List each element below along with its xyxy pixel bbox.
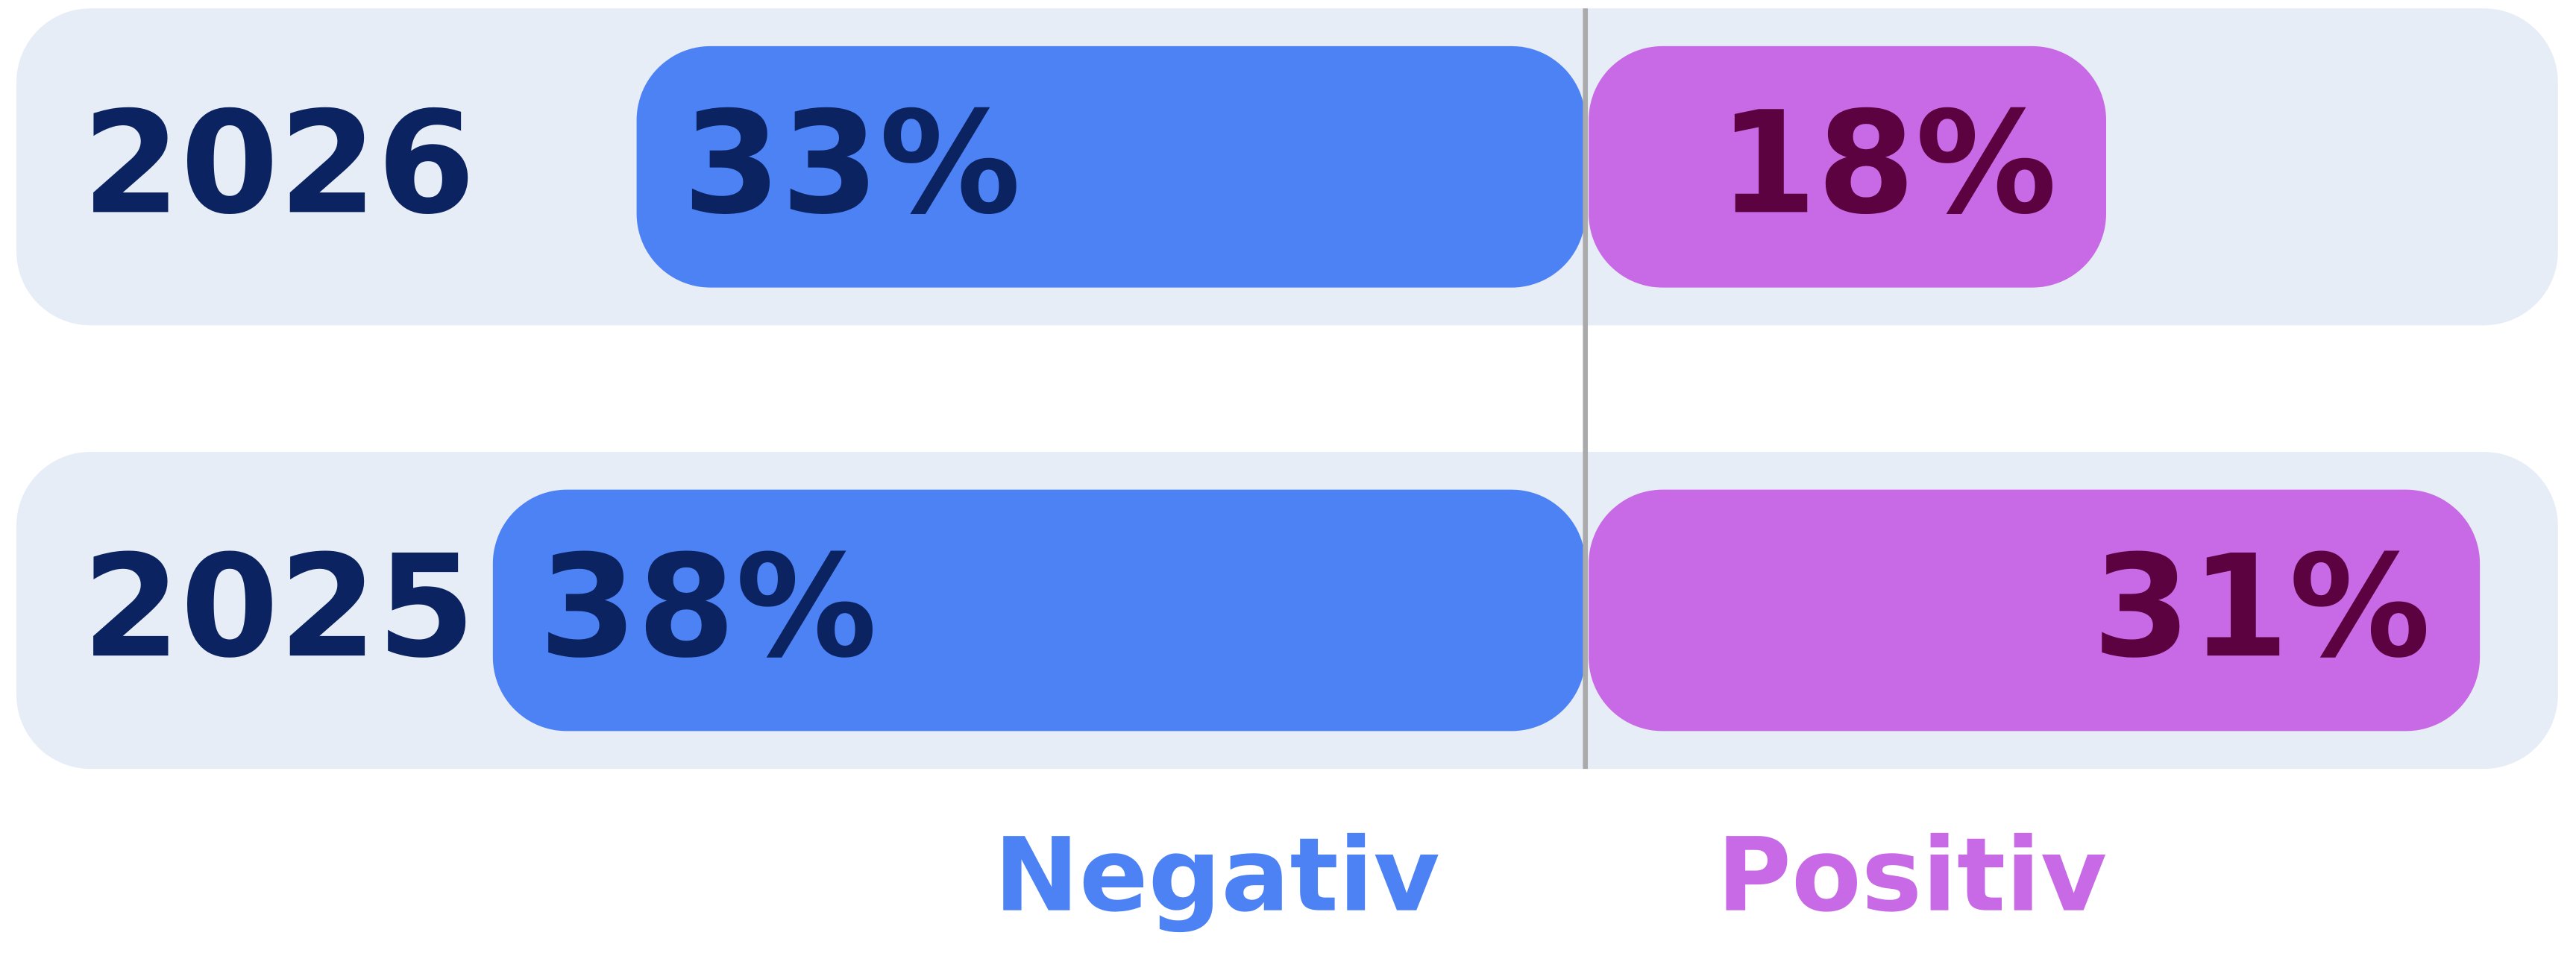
legend-label: Positiv: [1717, 817, 2107, 935]
bar: [1589, 489, 2481, 732]
bar: [492, 489, 1586, 732]
value-label: 33%: [682, 81, 1020, 245]
value-label: 38%: [539, 524, 877, 689]
bar: [1589, 45, 2106, 288]
category-label: 2026: [82, 81, 475, 245]
bar: [636, 45, 1586, 288]
legend-label: Negativ: [994, 817, 1440, 935]
value-label: 18%: [1718, 81, 2056, 245]
category-label: 2025: [82, 524, 475, 689]
value-label: 31%: [2093, 524, 2431, 689]
